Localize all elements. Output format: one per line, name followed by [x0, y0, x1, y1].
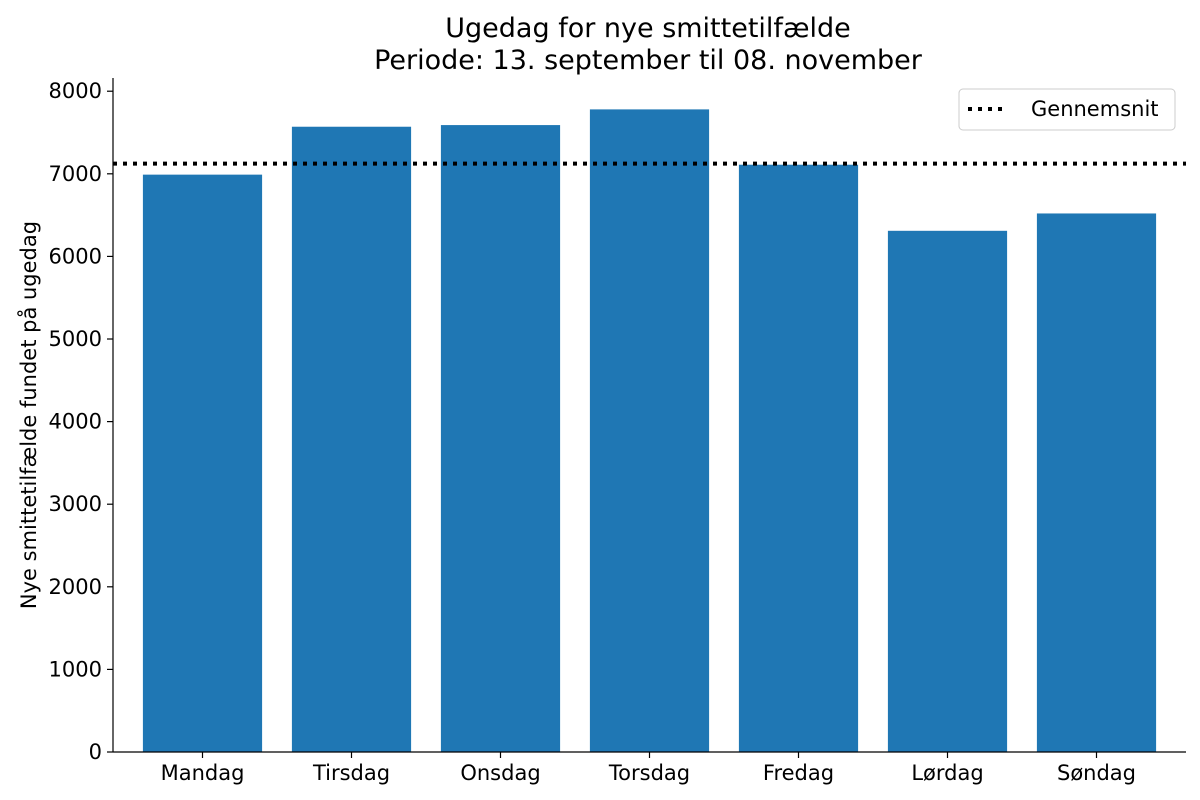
y-tick-label: 6000: [49, 244, 102, 268]
bar-lørdag: [887, 230, 1008, 752]
bar-mandag: [142, 174, 263, 752]
chart-subtitle: Periode: 13. september til 08. november: [374, 45, 923, 76]
x-tick-label: Lørdag: [911, 761, 983, 785]
y-tick-label: 5000: [49, 327, 102, 351]
y-tick-label: 8000: [49, 79, 102, 103]
y-tick-label: 7000: [49, 162, 102, 186]
bar-torsdag: [589, 109, 710, 752]
bars-group: [142, 109, 1157, 753]
y-tick-label: 1000: [49, 657, 102, 681]
y-tick-label: 2000: [49, 575, 102, 599]
bar-onsdag: [440, 125, 561, 753]
bar-tirsdag: [291, 126, 412, 752]
chart-title: Ugedag for nye smittetilfælde: [445, 13, 850, 44]
x-tick-label: Torsdag: [608, 761, 690, 785]
x-tick-label: Fredag: [763, 761, 834, 785]
x-tick-label: Onsdag: [460, 761, 540, 785]
x-tick-label: Mandag: [161, 761, 245, 785]
x-ticks-group: Mandag Tirsdag Onsdag Torsdag Fredag Lørdag Sø…: [161, 752, 1136, 785]
legend: Gennemsnit: [958, 88, 1176, 131]
y-ticks-group: 0 1000 2000 3000 4000 5000 6000 7000 8000: [49, 79, 113, 764]
y-axis-label: Nye smittetilfælde fundet på ugedag: [16, 221, 41, 609]
legend-box: [958, 88, 1176, 131]
bar-søndag: [1036, 213, 1157, 752]
legend-label-gennemsnit: Gennemsnit: [1031, 97, 1159, 121]
y-tick-label: 0: [89, 740, 102, 764]
x-tick-label: Søndag: [1057, 761, 1136, 785]
bar-fredag: [738, 164, 859, 753]
y-tick-label: 4000: [49, 410, 102, 434]
y-tick-label: 3000: [49, 492, 102, 516]
x-tick-label: Tirsdag: [312, 761, 390, 785]
